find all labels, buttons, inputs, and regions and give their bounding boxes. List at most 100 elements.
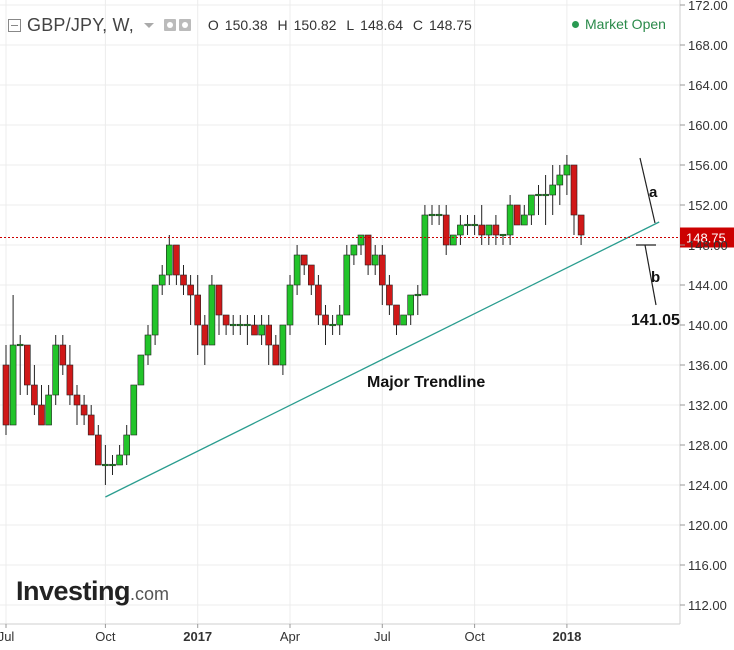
candle-body-up bbox=[535, 193, 542, 197]
y-tick-label: 140.00 bbox=[688, 318, 728, 333]
candle bbox=[16, 335, 24, 395]
symbol-title: GBP/JPY, W, bbox=[27, 14, 134, 35]
candle-body-up bbox=[9, 344, 17, 426]
trendline-group bbox=[105, 221, 660, 498]
candle bbox=[251, 315, 258, 336]
candle bbox=[421, 205, 429, 296]
status-dot-icon bbox=[572, 20, 579, 28]
candle-body-up bbox=[45, 394, 52, 426]
y-tick-label: 116.00 bbox=[688, 558, 727, 573]
candle bbox=[520, 205, 528, 226]
candle bbox=[570, 164, 578, 235]
candle-body-down bbox=[201, 324, 209, 346]
candle bbox=[371, 245, 379, 275]
candle-body-down bbox=[393, 304, 400, 326]
chart-grid bbox=[0, 0, 680, 624]
candle-body-up bbox=[407, 294, 415, 316]
x-tick-label: Oct bbox=[95, 629, 116, 644]
candle bbox=[187, 275, 194, 325]
candle bbox=[95, 425, 102, 466]
candle-body-down bbox=[265, 324, 273, 346]
candle bbox=[173, 244, 180, 285]
candle-body-up bbox=[166, 244, 173, 276]
candle-body-down bbox=[513, 204, 521, 226]
gear-icon[interactable] bbox=[178, 19, 191, 31]
close-value: 148.75 bbox=[429, 17, 472, 33]
candle-body-up bbox=[279, 324, 287, 366]
candle bbox=[38, 385, 45, 426]
candle bbox=[208, 275, 216, 346]
x-axis-ticks: Jul Oct 2017 Apr Jul Oct 2018 bbox=[0, 624, 581, 644]
y-tick-label: 172.00 bbox=[688, 0, 728, 13]
x-tick-label: Oct bbox=[464, 629, 485, 644]
candle-body-down bbox=[492, 224, 500, 236]
candle bbox=[407, 294, 415, 325]
candle bbox=[329, 315, 336, 335]
candle bbox=[563, 155, 571, 195]
candle-body-up bbox=[499, 233, 507, 237]
candle bbox=[102, 445, 109, 485]
candle bbox=[307, 264, 315, 295]
candle bbox=[293, 245, 301, 295]
candle bbox=[577, 214, 585, 245]
close-label: C bbox=[412, 17, 423, 33]
wave-b-label: b bbox=[651, 269, 660, 286]
candle-body-up bbox=[528, 194, 535, 216]
trendline-label: Major Trendline bbox=[367, 374, 485, 391]
candle bbox=[66, 345, 74, 405]
candle-body-up bbox=[208, 284, 216, 346]
candle-body-up bbox=[520, 214, 528, 226]
candle-body-up bbox=[329, 323, 336, 327]
candle-body-down bbox=[215, 284, 223, 316]
candle-body-up bbox=[414, 293, 422, 297]
candle bbox=[258, 315, 265, 345]
chevron-down-icon[interactable] bbox=[143, 22, 154, 28]
candle-body-down bbox=[187, 284, 194, 296]
candle bbox=[499, 233, 507, 245]
candle bbox=[80, 395, 88, 425]
candle-body-up bbox=[471, 223, 478, 227]
candle bbox=[201, 315, 209, 365]
candle-body-up bbox=[371, 254, 379, 266]
candle-body-up bbox=[421, 214, 429, 296]
candle-body-down bbox=[222, 314, 230, 326]
candle bbox=[300, 254, 308, 275]
candle bbox=[464, 215, 471, 235]
candle bbox=[449, 234, 457, 246]
y-tick-label: 148.00 bbox=[688, 238, 728, 253]
candle-body-down bbox=[570, 164, 578, 216]
candle-body-down bbox=[31, 384, 38, 406]
candle-body-down bbox=[307, 264, 315, 286]
candle bbox=[215, 284, 223, 335]
candle-body-up bbox=[229, 323, 237, 327]
logo-suffix: .com bbox=[130, 584, 170, 604]
candle bbox=[322, 305, 329, 345]
candle bbox=[471, 215, 478, 235]
candle bbox=[343, 245, 351, 316]
candle-body-up bbox=[144, 334, 152, 356]
candle-body-up bbox=[485, 224, 493, 236]
candle-body-down bbox=[73, 394, 81, 406]
candle-body-up bbox=[102, 463, 109, 467]
candle-body-up bbox=[506, 204, 514, 236]
candle-body-up bbox=[464, 223, 471, 227]
candle bbox=[549, 165, 557, 215]
collapse-icon[interactable] bbox=[8, 18, 21, 32]
y-axis-ticks: 112.00 116.00 120.00 124.00 128.00 132.00 136.… bbox=[680, 0, 728, 613]
candle-body-down bbox=[272, 344, 280, 366]
candle-body-up bbox=[244, 323, 251, 327]
candle bbox=[442, 205, 450, 255]
candle bbox=[2, 345, 10, 435]
candle-body-down bbox=[180, 274, 187, 286]
candle bbox=[513, 204, 521, 226]
ohlc-readout: O 150.38 H 150.82 L 148.64 C 148.75 bbox=[208, 17, 478, 33]
candle bbox=[31, 365, 38, 415]
y-tick-label: 128.00 bbox=[688, 438, 728, 453]
eye-icon[interactable] bbox=[163, 19, 176, 31]
y-tick-label: 112.00 bbox=[688, 598, 727, 613]
major-trendline bbox=[105, 221, 660, 498]
market-status-text: Market Open bbox=[585, 16, 666, 32]
target-price-label: 141.05 bbox=[631, 312, 680, 329]
low-label: L bbox=[346, 17, 355, 33]
candle bbox=[180, 265, 187, 295]
